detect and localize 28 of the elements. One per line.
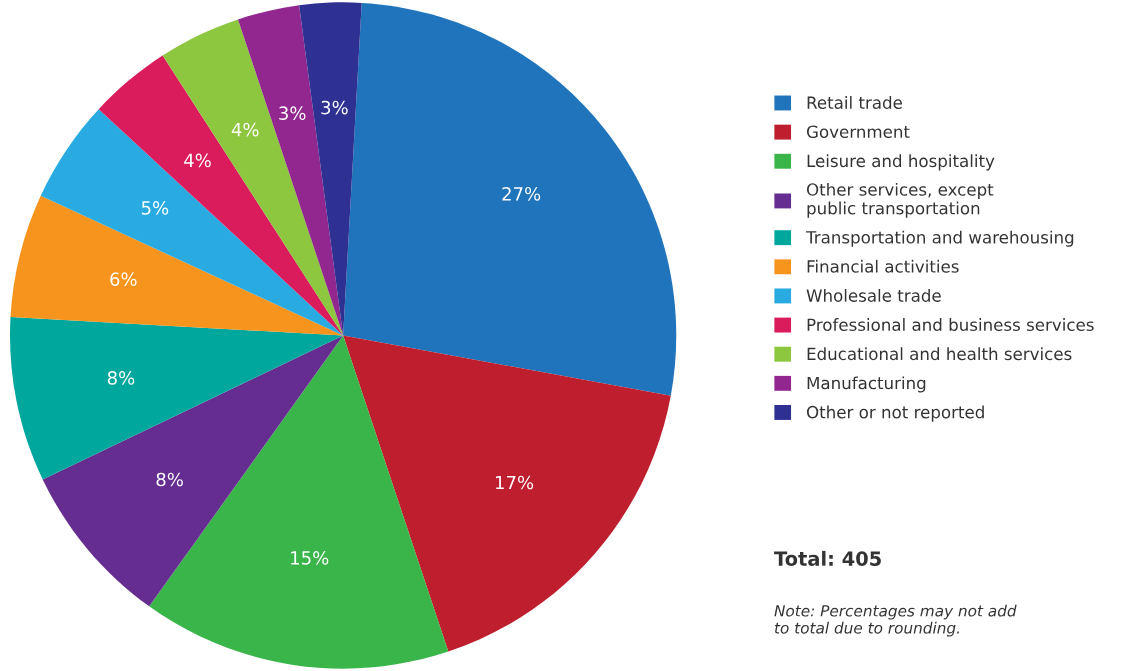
legend-label: Educational and health services bbox=[807, 347, 1072, 361]
legend-label: Government bbox=[806, 125, 910, 139]
pie-slice bbox=[149, 335, 449, 669]
pie-slice bbox=[10, 195, 344, 336]
data-label: 8% bbox=[107, 371, 135, 385]
text: Total: 405 bbox=[774, 550, 881, 566]
data-label: 5% bbox=[141, 201, 169, 215]
pie-slice bbox=[343, 335, 671, 652]
legend-label: Transportation and warehousing bbox=[805, 230, 1074, 247]
data-label: 15% bbox=[291, 551, 329, 565]
data-label: 6% bbox=[110, 272, 137, 286]
data-label: 27% bbox=[502, 186, 541, 201]
legend-label: Other or not reported bbox=[806, 405, 984, 422]
legend-label: Leisure and hospitality bbox=[807, 154, 995, 171]
pie-slice bbox=[42, 335, 344, 607]
text: Note: Percentages may not add to total due to rounding. bbox=[774, 604, 1017, 637]
legend-label: Other services, except public transportation bbox=[806, 182, 994, 218]
legend-label: Professional and business services bbox=[807, 318, 1094, 332]
data-label: 4% bbox=[231, 122, 259, 137]
legend-label: Retail trade bbox=[807, 96, 902, 109]
legend-label: Manufacturing bbox=[807, 376, 926, 393]
data-label: 8% bbox=[156, 472, 183, 487]
legend-label: Financial activities bbox=[807, 259, 959, 273]
data-label: 17% bbox=[496, 475, 534, 490]
legend-label: Wholesale trade bbox=[806, 288, 941, 302]
data-label: 4% bbox=[184, 153, 211, 168]
data-label: 3% bbox=[279, 106, 306, 121]
data-label: 3% bbox=[321, 100, 348, 115]
